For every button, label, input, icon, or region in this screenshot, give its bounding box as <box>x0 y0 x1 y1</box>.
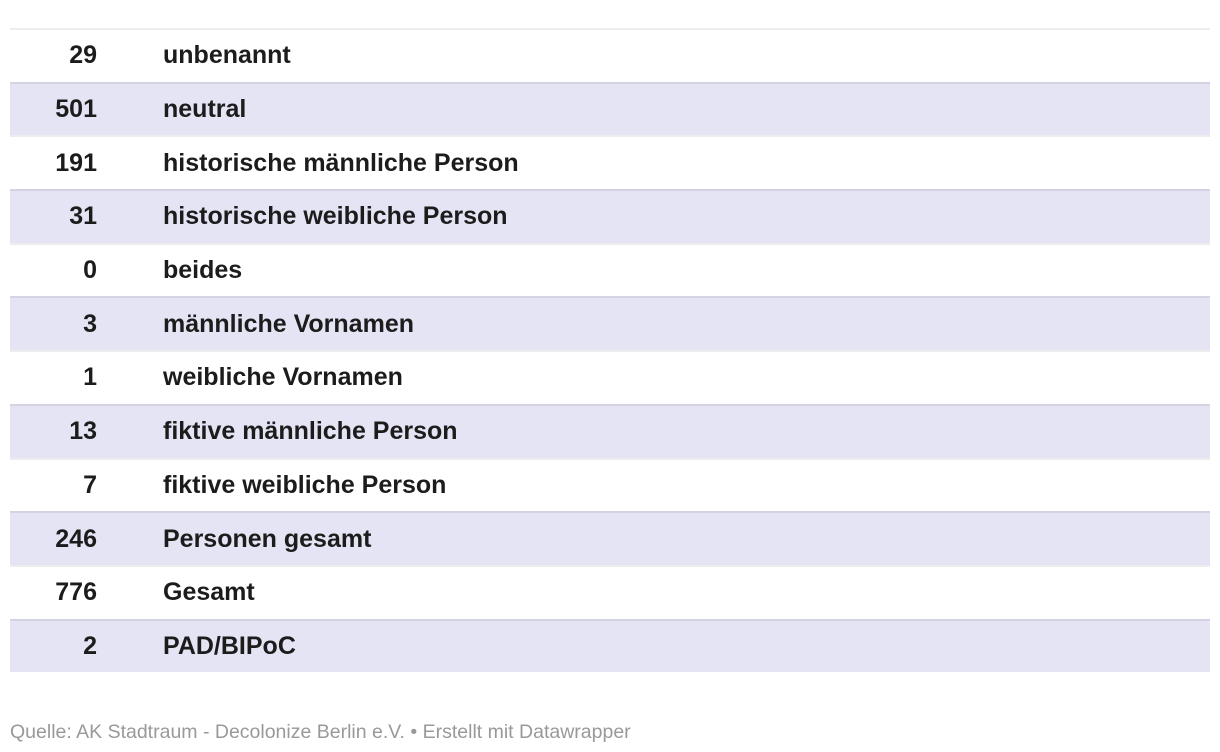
table-row: 246 Personen gesamt <box>10 511 1210 565</box>
row-label-cell: Gesamt <box>163 578 255 607</box>
row-value-cell: 7 <box>83 470 97 499</box>
row-value-cell: 1 <box>83 363 97 392</box>
table-row: 3 männliche Vornamen <box>10 296 1210 351</box>
row-value-cell: 3 <box>83 309 97 338</box>
footer-separator: • <box>404 721 423 744</box>
row-value-cell: 29 <box>69 41 97 70</box>
row-label-cell: fiktive männliche Person <box>163 417 458 446</box>
row-label-cell: fiktive weibliche Person <box>163 470 447 499</box>
row-label-cell: historische weibliche Person <box>163 202 508 231</box>
row-value-cell: 246 <box>55 524 97 553</box>
row-value-cell: 776 <box>55 578 97 607</box>
source-link[interactable]: AK Stadtraum - Decolonize Berlin e.V. <box>76 721 405 744</box>
row-label-cell: beides <box>163 256 243 285</box>
row-value-cell: 2 <box>83 631 97 660</box>
row-value-cell: 191 <box>55 148 97 177</box>
table-row: 29 unbenannt <box>10 28 1210 82</box>
row-label-cell: weibliche Vornamen <box>163 363 403 392</box>
row-label-cell: historische männliche Person <box>163 148 519 177</box>
table-row: 191 historische männliche Person <box>10 135 1210 190</box>
row-value-cell: 501 <box>55 95 97 124</box>
datawrapper-link[interactable]: Datawrapper <box>519 721 631 744</box>
row-label-cell: unbenannt <box>163 41 291 70</box>
table-row: 0 beides <box>10 242 1210 297</box>
row-value-cell: 13 <box>69 417 97 446</box>
row-label-cell: männliche Vornamen <box>163 309 414 338</box>
footer-attribution: Quelle: AK Stadtraum - Decolonize Berlin… <box>10 719 1210 745</box>
table-row: 31 historische weibliche Person <box>10 189 1210 243</box>
row-label-cell: neutral <box>163 95 247 124</box>
row-value-cell: 0 <box>83 256 97 285</box>
source-prefix-label: Quelle: <box>10 721 77 744</box>
row-value-cell: 31 <box>69 202 97 231</box>
table-row: 2 PAD/BIPoC <box>10 618 1210 673</box>
table-row: 501 neutral <box>10 81 1210 136</box>
data-table: 29 unbenannt 501 neutral 191 historische männ… <box>10 28 1210 673</box>
row-label-cell: PAD/BIPoC <box>163 631 296 660</box>
table-row: 1 weibliche Vornamen <box>10 350 1210 404</box>
attribution-prefix-label: Erstellt mit <box>422 721 520 744</box>
table-row: 13 fiktive männliche Person <box>10 403 1210 458</box>
table-row: 7 fiktive weibliche Person <box>10 457 1210 512</box>
table-row: 776 Gesamt <box>10 564 1210 619</box>
row-label-cell: Personen gesamt <box>163 524 372 553</box>
